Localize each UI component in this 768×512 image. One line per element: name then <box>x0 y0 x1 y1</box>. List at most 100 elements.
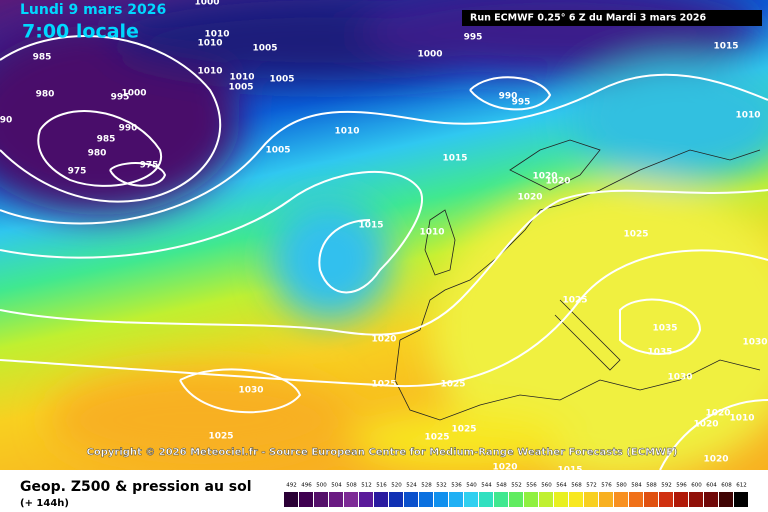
legend-value: 572 <box>586 483 597 489</box>
legend-swatch <box>734 492 748 507</box>
isobar-label: 985 <box>33 53 52 63</box>
legend-value: 504 <box>331 483 342 489</box>
legend-swatch <box>644 492 658 507</box>
isobar-label: 1020 <box>705 409 730 419</box>
legend-value: 524 <box>406 483 417 489</box>
legend-swatch <box>614 492 628 507</box>
legend-swatch <box>674 492 688 507</box>
legend-value: 568 <box>571 483 582 489</box>
isobar-label: 1035 <box>652 324 677 334</box>
legend-swatch <box>359 492 373 507</box>
legend-swatch <box>629 492 643 507</box>
legend-swatch <box>719 492 733 507</box>
isobar-label: 1010 <box>729 414 754 424</box>
legend-value: 528 <box>421 483 432 489</box>
header: Lundi 9 mars 2026 7:00 locale Run ECMWF … <box>20 2 762 43</box>
legend-swatch <box>599 492 613 507</box>
legend-swatch <box>314 492 328 507</box>
legend-value: 604 <box>706 483 717 489</box>
legend-value: 548 <box>496 483 507 489</box>
map-background <box>0 0 768 480</box>
isobar-label: 1025 <box>451 425 476 435</box>
isobar-label: 1020 <box>703 455 728 465</box>
legend-value: 564 <box>556 483 567 489</box>
isobar-label: 1000 <box>121 89 146 99</box>
isobars <box>0 35 768 471</box>
legend-value: 540 <box>466 483 477 489</box>
isobar-label: 980 <box>36 90 55 100</box>
isobar-label: 1020 <box>545 177 570 187</box>
legend-swatch <box>464 492 478 507</box>
isobar-label: 1010 <box>334 127 359 137</box>
run-box <box>462 10 762 26</box>
isobar-label: 1005 <box>252 44 277 54</box>
legend-value: 496 <box>301 483 312 489</box>
footer-title: Geop. Z500 & pression au sol <box>20 479 252 495</box>
legend-swatch <box>374 492 388 507</box>
legend-swatch <box>404 492 418 507</box>
isobar-label: 990 <box>119 124 138 134</box>
legend-value: 576 <box>601 483 612 489</box>
isobar-label: 1030 <box>667 373 692 383</box>
isobar-label: 1010 <box>197 39 222 49</box>
legend-value: 600 <box>691 483 702 489</box>
isobar-label: 90 <box>0 116 12 126</box>
isobar-label: 975 <box>140 161 159 171</box>
legend-value: 492 <box>286 483 297 489</box>
legend-swatch <box>419 492 433 507</box>
legend-swatch <box>284 492 298 507</box>
isobar-label: 1020 <box>517 193 542 203</box>
legend-swatch <box>539 492 553 507</box>
legend-value: 588 <box>646 483 657 489</box>
isobar-label: 1025 <box>371 380 396 390</box>
legend-swatch <box>329 492 343 507</box>
legend-swatch <box>299 492 313 507</box>
isobar-label: 980 <box>88 149 107 159</box>
legend-value: 592 <box>661 483 672 489</box>
legend-swatch <box>479 492 493 507</box>
isobar-label: 1010 <box>419 228 444 238</box>
legend-swatch <box>494 492 508 507</box>
isobar-label: 1020 <box>492 463 517 473</box>
isobar-label: 1005 <box>265 146 290 156</box>
legend-swatch <box>344 492 358 507</box>
isobar-label: 1035 <box>647 348 672 358</box>
isobar-label: 1000 <box>194 0 219 8</box>
legend-swatch <box>449 492 463 507</box>
legend-swatch <box>704 492 718 507</box>
isobar-label: 990 <box>499 92 518 102</box>
isobar-label: 1030 <box>742 338 767 348</box>
legend-value: 560 <box>541 483 552 489</box>
isobar-label: 1025 <box>424 433 449 443</box>
legend-value: 580 <box>616 483 627 489</box>
time: 7:00 locale <box>22 21 139 43</box>
legend-value: 532 <box>436 483 447 489</box>
isobar-label: 1025 <box>440 380 465 390</box>
legend-value: 500 <box>316 483 327 489</box>
legend-swatch <box>689 492 703 507</box>
legend-swatch <box>554 492 568 507</box>
copyright: Copyright © 2026 Meteociel.fr - Source E… <box>87 447 678 458</box>
isobar-label: 1005 <box>228 83 253 93</box>
legend-value: 508 <box>346 483 357 489</box>
legend-swatch <box>659 492 673 507</box>
legend-swatch <box>389 492 403 507</box>
isobar-label: 1015 <box>442 154 467 164</box>
isobar-label: 1010 <box>735 111 760 121</box>
legend-value: 612 <box>736 483 747 489</box>
legend-value: 608 <box>721 483 732 489</box>
legend-swatch <box>524 492 538 507</box>
isobar-label: 1025 <box>562 296 587 306</box>
legend-value: 512 <box>361 483 372 489</box>
date: Lundi 9 mars 2026 <box>20 2 166 18</box>
isobar-label: 1030 <box>238 386 263 396</box>
isobar-label: 1020 <box>693 420 718 430</box>
isobar-label: 1015 <box>358 221 383 231</box>
isobar-label: 1020 <box>532 172 557 182</box>
legend-swatch <box>569 492 583 507</box>
isobar-label: 995 <box>512 98 531 108</box>
isobar-label: 1010 <box>229 73 254 83</box>
legend: 492 496 500 504 508 512 516 520 524 528 532 536 540 5… <box>284 483 748 507</box>
